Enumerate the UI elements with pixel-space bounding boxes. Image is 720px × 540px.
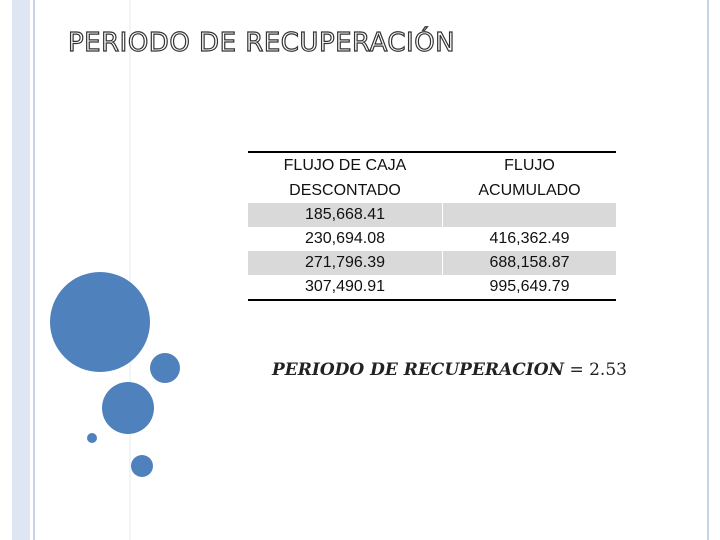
side-band <box>12 0 30 540</box>
title: PERIODO DE RECUPERACIÓN <box>67 27 456 58</box>
circle <box>87 433 97 443</box>
row: 271,796.39 688,158.87 <box>248 251 616 275</box>
header-cell: FLUJO DE CAJA <box>248 152 443 178</box>
row: 185,668.41 <box>248 203 616 227</box>
header-cell: DESCONTADO <box>248 178 443 203</box>
cell: 271,796.39 <box>248 251 443 275</box>
circle <box>50 272 150 372</box>
cell: 416,362.49 <box>489 230 570 247</box>
header-cell: FLUJO <box>504 156 555 174</box>
formula-label: PERIODO DE RECUPERACION <box>272 360 565 380</box>
cell: 230,694.08 <box>248 227 443 251</box>
table: FLUJO DE CAJA FLUJO DESCONTADO ACUMULADO… <box>248 151 616 301</box>
circle <box>150 353 180 383</box>
header-cell: ACUMULADO <box>478 181 581 199</box>
row: 230,694.08 416,362.49 <box>248 227 616 251</box>
cell: 307,490.91 <box>248 275 443 300</box>
formula: PERIODO DE RECUPERACION = 2.53 <box>272 360 627 380</box>
header-row: FLUJO DE CAJA FLUJO <box>248 152 616 178</box>
formula-value: 2.53 <box>589 360 627 380</box>
circle <box>131 455 153 477</box>
cell: 185,668.41 <box>248 203 443 227</box>
cell <box>442 203 616 227</box>
cell: 688,158.87 <box>442 251 616 275</box>
circle <box>102 382 154 434</box>
header-row: DESCONTADO ACUMULADO <box>248 178 616 203</box>
row: 307,490.91 995,649.79 <box>248 275 616 300</box>
formula-operator: = <box>569 360 584 380</box>
cell: 995,649.79 <box>489 278 570 295</box>
